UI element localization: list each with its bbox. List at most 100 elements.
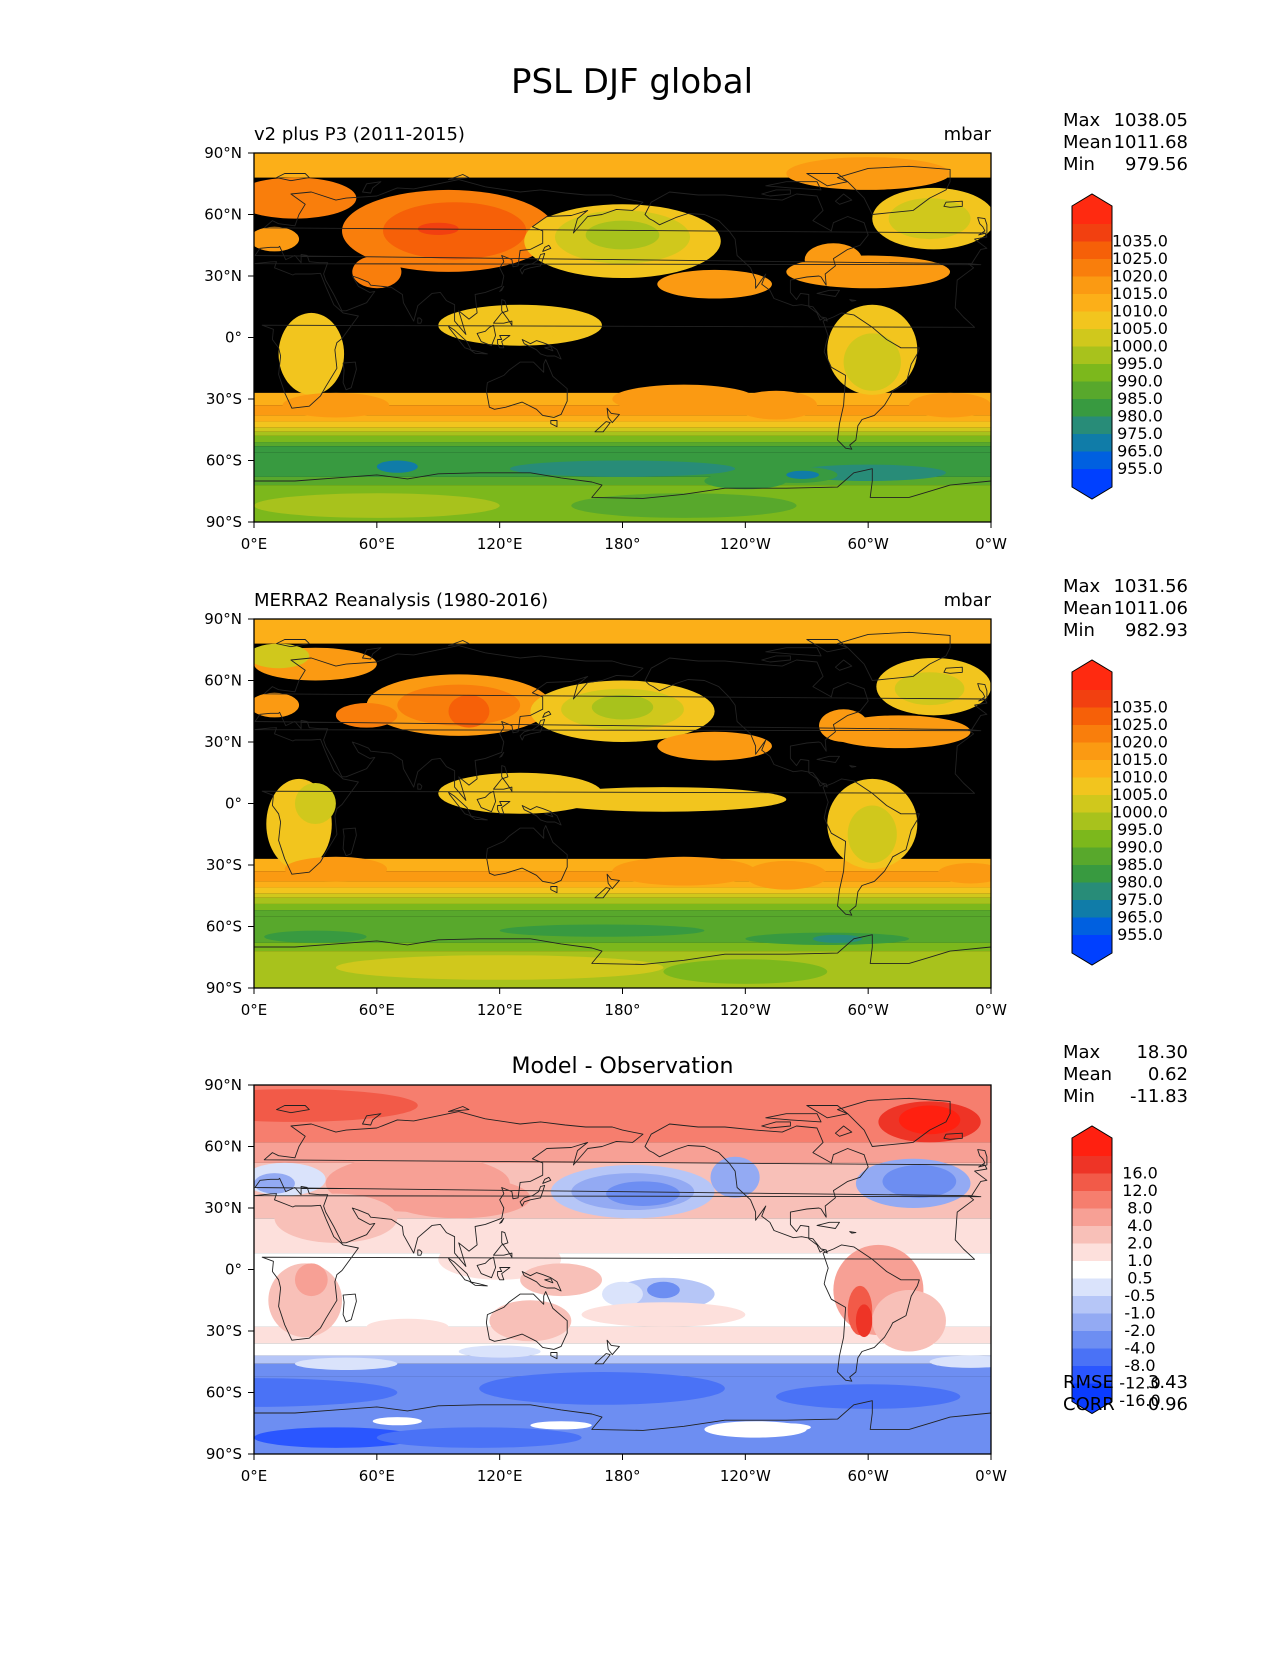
stats-block: Max 18.30 Mean 0.62 Min -11.83 bbox=[1063, 1042, 1188, 1107]
pressure-feature bbox=[254, 1378, 398, 1407]
lat-tick-label: 60°N bbox=[204, 1138, 242, 1156]
lat-tick-label: 30°N bbox=[204, 733, 242, 751]
colorbar-segment bbox=[1072, 882, 1112, 901]
pressure-feature bbox=[254, 1427, 418, 1448]
colorbar-extend-min bbox=[1072, 935, 1112, 965]
pressure-feature bbox=[376, 460, 418, 473]
pressure-feature bbox=[448, 694, 490, 728]
colorbar-segment bbox=[1072, 812, 1112, 831]
colorbar-tick-label: 995.0 bbox=[1117, 820, 1163, 839]
colorbar-tick-label: 16.0 bbox=[1122, 1164, 1158, 1183]
coastline bbox=[544, 1278, 554, 1284]
colorbar-tick-label: 8.0 bbox=[1127, 1199, 1152, 1218]
colorbar-tick-label: 965.0 bbox=[1117, 442, 1163, 461]
coastline bbox=[254, 727, 982, 875]
metric-label-corr: CORR bbox=[1063, 1394, 1115, 1415]
colorbar-tick-label: 965.0 bbox=[1117, 908, 1163, 927]
coastline bbox=[497, 1267, 511, 1281]
lat-band bbox=[254, 893, 991, 898]
coastline bbox=[849, 299, 857, 302]
colorbar-tick-label: -12.0 bbox=[1119, 1374, 1160, 1393]
metric-label-rmse: RMSE bbox=[1063, 1372, 1114, 1393]
pressure-feature bbox=[819, 709, 869, 742]
colorbar-segment bbox=[1072, 917, 1112, 936]
lat-band bbox=[254, 442, 991, 447]
pressure-feature bbox=[458, 1345, 541, 1358]
coastline bbox=[542, 1176, 552, 1184]
colorbar-tick-label: 975.0 bbox=[1117, 890, 1163, 909]
coastline bbox=[448, 174, 470, 181]
coastline bbox=[254, 645, 988, 801]
coastline bbox=[822, 1244, 920, 1382]
colorbar-tick-label: -0.5 bbox=[1124, 1286, 1155, 1305]
stat-label-mean: Mean bbox=[1063, 1064, 1112, 1085]
colorbar-segment bbox=[1072, 690, 1112, 709]
coastline bbox=[342, 1293, 357, 1323]
panel-reference: 90°N 60°N 30°N 0° 30°S 60°S 90°S 0°E 60°E 120°E 18… bbox=[204, 576, 1188, 1019]
pressure-feature bbox=[254, 177, 357, 219]
colorbar-tick-label: 1025.0 bbox=[1112, 249, 1168, 268]
coastline bbox=[806, 173, 849, 187]
lat-tick-label: 30°S bbox=[206, 1322, 242, 1340]
colorbar-segment bbox=[1072, 830, 1112, 849]
lat-band bbox=[254, 1343, 991, 1356]
panel-title: Model - Observation bbox=[512, 1054, 734, 1079]
pressure-feature bbox=[284, 856, 388, 882]
colorbar-tick-label: 1020.0 bbox=[1112, 267, 1168, 286]
coastline bbox=[837, 165, 951, 215]
colorbar-segment bbox=[1072, 725, 1112, 744]
pressure-feature bbox=[372, 1417, 422, 1426]
coastline bbox=[765, 1113, 822, 1123]
pressure-feature bbox=[663, 959, 828, 984]
stat-label-mean: Mean bbox=[1063, 132, 1112, 153]
pressure-feature bbox=[294, 1357, 398, 1370]
colorbar-tick-label: 1035.0 bbox=[1112, 698, 1168, 717]
coastline bbox=[254, 179, 988, 335]
coastline bbox=[761, 655, 791, 663]
coastline bbox=[834, 193, 853, 205]
stat-value-min: 982.93 bbox=[1125, 620, 1188, 641]
lat-tick-label: 60°S bbox=[206, 918, 242, 936]
lat-band bbox=[254, 446, 991, 453]
pressure-feature bbox=[855, 1304, 873, 1338]
coastline bbox=[977, 683, 988, 702]
pressure-feature bbox=[894, 672, 965, 706]
pressure-feature bbox=[591, 694, 654, 720]
colorbar-segment bbox=[1072, 1226, 1112, 1245]
pressure-feature bbox=[585, 220, 660, 250]
lat-band bbox=[254, 431, 991, 436]
coastline bbox=[837, 1097, 951, 1147]
colorbar-extend-min bbox=[1072, 469, 1112, 499]
colorbar-segment bbox=[1072, 294, 1112, 313]
lon-tick-label: 0°E bbox=[241, 1467, 268, 1485]
colorbar-tick-label: -4.0 bbox=[1124, 1339, 1155, 1358]
lon-tick-label: 180° bbox=[604, 1467, 640, 1485]
pressure-feature bbox=[735, 390, 817, 420]
coastline bbox=[476, 790, 497, 813]
coastline bbox=[519, 252, 546, 275]
colorbar-segment bbox=[1072, 760, 1112, 779]
lon-tick-label: 60°E bbox=[359, 1467, 395, 1485]
lat-band bbox=[254, 421, 991, 428]
colorbar-segment bbox=[1072, 865, 1112, 884]
coastline bbox=[816, 755, 840, 763]
coastline bbox=[493, 765, 513, 792]
coastline bbox=[254, 468, 991, 522]
coastline bbox=[519, 1184, 546, 1207]
coastline bbox=[822, 312, 920, 450]
colorbar-tick-label: 1000.0 bbox=[1112, 803, 1168, 822]
coastline bbox=[417, 317, 423, 324]
colorbar-extend-min bbox=[1072, 1383, 1112, 1414]
colorbar-extend-max bbox=[1072, 1126, 1112, 1156]
stat-value-max: 18.30 bbox=[1136, 1042, 1188, 1063]
colorbar-segment bbox=[1072, 346, 1112, 365]
colorbar-segment bbox=[1072, 1173, 1112, 1192]
lon-tick-label: 0°W bbox=[975, 1467, 1007, 1485]
colorbar-tick-label: 980.0 bbox=[1117, 873, 1163, 892]
pressure-feature bbox=[937, 862, 991, 884]
lon-tick-label: 120°W bbox=[720, 1467, 771, 1485]
lon-tick-label: 0°W bbox=[975, 535, 1007, 553]
colorbar-tick-label: 955.0 bbox=[1117, 459, 1163, 478]
coastline bbox=[606, 1339, 620, 1356]
